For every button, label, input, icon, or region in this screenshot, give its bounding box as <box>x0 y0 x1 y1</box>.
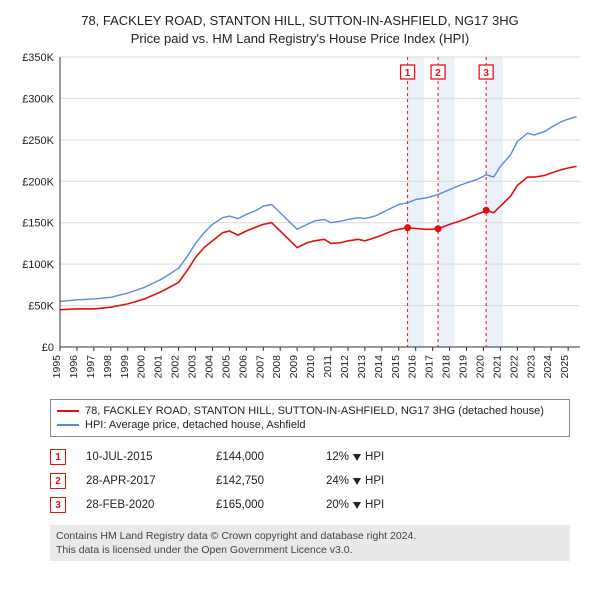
arrow-down-icon <box>353 454 361 461</box>
svg-text:2013: 2013 <box>356 355 368 379</box>
svg-text:1997: 1997 <box>85 355 97 379</box>
marker-row: 3 28-FEB-2020 £165,000 20% HPI <box>50 493 570 517</box>
svg-text:£250K: £250K <box>22 135 54 147</box>
svg-text:2017: 2017 <box>424 355 436 379</box>
svg-text:£50K: £50K <box>28 301 54 313</box>
svg-text:2023: 2023 <box>525 355 537 379</box>
marker-price: £144,000 <box>216 451 306 463</box>
svg-text:2016: 2016 <box>407 355 419 379</box>
footer-line2: This data is licensed under the Open Gov… <box>56 543 564 557</box>
line-chart-svg: £0 £50K £100K £150K £200K £250K £300K £350K 1 2 3 1… <box>14 51 586 391</box>
marker-delta: 20% HPI <box>326 499 384 511</box>
svg-text:2006: 2006 <box>237 355 249 379</box>
svg-text:2019: 2019 <box>458 355 470 379</box>
legend-box: 78, FACKLEY ROAD, STANTON HILL, SUTTON-I… <box>50 399 570 437</box>
svg-text:2024: 2024 <box>542 355 554 379</box>
svg-text:£300K: £300K <box>22 94 54 106</box>
svg-text:2: 2 <box>435 68 441 79</box>
svg-text:3: 3 <box>483 68 489 79</box>
svg-text:2011: 2011 <box>322 355 334 378</box>
legend-item: HPI: Average price, detached house, Ashf… <box>57 418 563 432</box>
svg-text:1998: 1998 <box>102 355 114 379</box>
svg-text:2005: 2005 <box>220 355 232 379</box>
marker-delta: 12% HPI <box>326 451 384 463</box>
marker-date: 28-APR-2017 <box>86 475 196 487</box>
svg-text:2018: 2018 <box>441 355 453 379</box>
marker-delta: 24% HPI <box>326 475 384 487</box>
marker-price: £142,750 <box>216 475 306 487</box>
marker-price: £165,000 <box>216 499 306 511</box>
legend-item: 78, FACKLEY ROAD, STANTON HILL, SUTTON-I… <box>57 404 563 418</box>
chart-title: 78, FACKLEY ROAD, STANTON HILL, SUTTON-I… <box>14 12 586 47</box>
marker-number-box: 2 <box>50 473 66 489</box>
svg-text:£200K: £200K <box>22 176 54 188</box>
svg-text:2012: 2012 <box>339 355 351 379</box>
svg-text:2007: 2007 <box>254 355 266 379</box>
arrow-down-icon <box>353 502 361 509</box>
marker-number-box: 3 <box>50 497 66 513</box>
svg-text:2010: 2010 <box>305 355 317 379</box>
svg-text:2014: 2014 <box>373 355 385 379</box>
legend-label: 78, FACKLEY ROAD, STANTON HILL, SUTTON-I… <box>85 405 544 417</box>
legend-label: HPI: Average price, detached house, Ashf… <box>85 419 306 431</box>
svg-text:2022: 2022 <box>508 355 520 379</box>
svg-text:2009: 2009 <box>288 355 300 379</box>
marker-row: 1 10-JUL-2015 £144,000 12% HPI <box>50 445 570 469</box>
arrow-down-icon <box>353 478 361 485</box>
svg-text:2004: 2004 <box>203 355 215 379</box>
svg-text:£100K: £100K <box>22 259 54 271</box>
svg-text:1999: 1999 <box>119 355 131 379</box>
legend-swatch <box>57 410 79 412</box>
legend-swatch <box>57 424 79 426</box>
svg-text:2003: 2003 <box>187 355 199 379</box>
svg-text:2008: 2008 <box>271 355 283 379</box>
footer-attribution: Contains HM Land Registry data © Crown c… <box>50 525 570 561</box>
footer-line1: Contains HM Land Registry data © Crown c… <box>56 529 564 543</box>
svg-text:£0: £0 <box>42 342 54 354</box>
marker-row: 2 28-APR-2017 £142,750 24% HPI <box>50 469 570 493</box>
svg-text:1: 1 <box>405 68 411 79</box>
svg-text:1996: 1996 <box>68 355 80 379</box>
title-line1: 78, FACKLEY ROAD, STANTON HILL, SUTTON-I… <box>14 12 586 30</box>
svg-text:2021: 2021 <box>491 355 503 379</box>
marker-number-box: 1 <box>50 449 66 465</box>
svg-text:2015: 2015 <box>390 355 402 379</box>
svg-text:1995: 1995 <box>51 355 63 379</box>
marker-date: 28-FEB-2020 <box>86 499 196 511</box>
markers-table: 1 10-JUL-2015 £144,000 12% HPI 2 28-APR-2017 £… <box>50 445 570 517</box>
title-line2: Price paid vs. HM Land Registry's House … <box>14 30 586 48</box>
svg-text:2000: 2000 <box>136 355 148 379</box>
svg-text:2025: 2025 <box>559 355 571 379</box>
svg-text:£150K: £150K <box>22 218 54 230</box>
marker-date: 10-JUL-2015 <box>86 451 196 463</box>
svg-text:2002: 2002 <box>170 355 182 379</box>
svg-text:£350K: £350K <box>22 52 54 64</box>
svg-text:2020: 2020 <box>474 355 486 379</box>
svg-text:2001: 2001 <box>153 355 165 379</box>
chart-area: £0 £50K £100K £150K £200K £250K £300K £350K 1 2 3 1… <box>14 51 586 391</box>
